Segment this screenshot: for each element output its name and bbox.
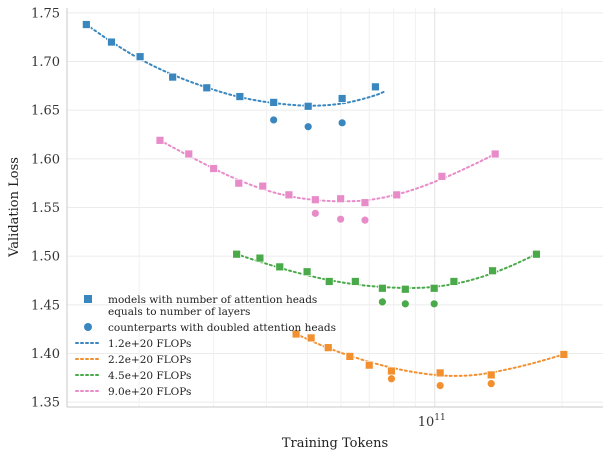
- y-tick-labels: 1.35 1.40 1.45 1.50 1.55 1.60 1.65 1.70 1.75: [31, 6, 60, 410]
- circle-marker-series-2: [377, 297, 387, 307]
- axes: [66, 8, 603, 408]
- square-marker-series-0: [269, 97, 279, 107]
- square-marker-series-2: [532, 249, 541, 259]
- square-marker-series-3: [234, 178, 244, 188]
- square-marker-series-0: [81, 20, 91, 29]
- square-marker-series-1: [435, 368, 445, 378]
- square-marker-series-0: [135, 52, 145, 62]
- legend-label: 4.5e+20 FLOPs: [108, 370, 191, 382]
- square-marker-series-1: [486, 370, 496, 380]
- square-marker-series-3: [310, 195, 320, 205]
- square-marker-series-2: [302, 267, 312, 277]
- circle-marker-series-0: [269, 115, 279, 125]
- y-tick-label: 1.60: [31, 152, 60, 167]
- square-marker-series-3: [284, 190, 294, 200]
- x-axis-label: Training Tokens: [282, 436, 388, 450]
- square-marker-series-3: [209, 164, 219, 173]
- square-marker-series-3: [155, 135, 165, 145]
- square-marker-series-0: [303, 101, 313, 111]
- circle-marker-series-2: [429, 299, 439, 309]
- square-marker-series-0: [168, 72, 178, 82]
- square-marker-series-1: [364, 360, 374, 370]
- circle-marker-series-3: [336, 214, 346, 224]
- legend-circle-marker: [84, 323, 92, 331]
- x-tick-exponent: 11: [434, 413, 445, 423]
- y-tick-label: 1.50: [31, 250, 60, 265]
- square-marker-series-2: [429, 283, 439, 293]
- legend-label: 1.2e+20 FLOPs: [108, 338, 191, 350]
- square-marker-series-3: [437, 171, 447, 181]
- square-marker-series-0: [202, 83, 212, 93]
- circle-marker-series-0: [303, 122, 313, 132]
- data-markers: [81, 20, 569, 390]
- circle-marker-series-1: [486, 379, 496, 389]
- legend: models with number of attention headsequ…: [75, 294, 336, 398]
- square-marker-series-2: [449, 277, 459, 286]
- square-marker-series-0: [235, 92, 245, 101]
- square-marker-series-0: [337, 94, 347, 103]
- square-marker-series-1: [387, 366, 396, 376]
- x-tick-labels: 1011: [418, 413, 446, 430]
- circle-marker-series-0: [337, 118, 347, 128]
- square-marker-series-3: [258, 181, 268, 191]
- square-marker-series-3: [490, 149, 500, 159]
- square-marker-series-1: [345, 351, 355, 361]
- square-marker-series-2: [232, 249, 242, 259]
- y-tick-label: 1.70: [31, 55, 60, 70]
- square-marker-series-3: [184, 149, 194, 159]
- square-marker-series-0: [371, 82, 380, 92]
- circle-marker-series-1: [435, 381, 445, 390]
- y-tick-label: 1.75: [31, 6, 60, 21]
- fit-curve-series-0: [85, 23, 386, 107]
- legend-square-marker: [84, 295, 92, 303]
- square-marker-series-2: [255, 253, 265, 263]
- y-tick-label: 1.40: [31, 347, 60, 362]
- square-marker-series-2: [400, 284, 410, 294]
- square-marker-series-0: [107, 37, 116, 47]
- legend-label: 9.0e+20 FLOPs: [108, 386, 191, 398]
- square-marker-series-2: [275, 262, 285, 272]
- square-marker-series-3: [336, 194, 346, 204]
- square-marker-series-3: [392, 190, 402, 200]
- square-marker-series-2: [350, 277, 360, 286]
- legend-label: models with number of attention heads: [108, 294, 317, 306]
- square-marker-series-1: [323, 343, 333, 353]
- square-marker-series-2: [324, 277, 334, 286]
- x-tick-label: 1011: [418, 413, 446, 430]
- grid-lines: [67, 8, 603, 407]
- fit-curve-series-1: [295, 333, 565, 377]
- circle-marker-series-3: [310, 208, 320, 218]
- legend-label: equals to number of layers: [108, 306, 250, 318]
- legend-label: 2.2e+20 FLOPs: [108, 354, 191, 366]
- circle-marker-series-3: [360, 215, 370, 225]
- y-tick-label: 1.65: [31, 104, 60, 119]
- y-tick-label: 1.55: [31, 201, 60, 216]
- circle-marker-series-1: [387, 374, 396, 384]
- square-marker-series-2: [488, 266, 497, 276]
- y-tick-label: 1.35: [31, 396, 60, 411]
- square-marker-series-1: [559, 350, 569, 359]
- square-marker-series-1: [291, 329, 301, 339]
- y-tick-label: 1.45: [31, 298, 60, 313]
- square-marker-series-1: [306, 333, 316, 343]
- square-marker-series-3: [360, 198, 370, 208]
- square-marker-series-2: [377, 283, 387, 293]
- circle-marker-series-2: [400, 299, 410, 309]
- y-axis-label: Validation Loss: [7, 157, 22, 258]
- legend-label: counterparts with doubled attention head…: [108, 322, 336, 334]
